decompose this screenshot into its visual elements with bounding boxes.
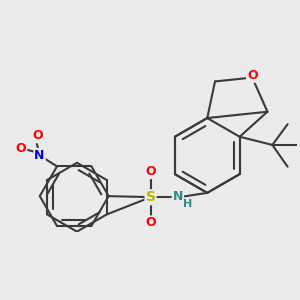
Text: O: O	[145, 165, 156, 178]
Text: O: O	[16, 142, 26, 155]
Text: O: O	[145, 216, 156, 229]
Text: O: O	[32, 129, 43, 142]
Text: H: H	[183, 199, 192, 209]
Text: N: N	[172, 190, 183, 202]
Text: S: S	[146, 190, 155, 204]
Text: N: N	[34, 149, 45, 162]
Text: O: O	[247, 69, 257, 82]
